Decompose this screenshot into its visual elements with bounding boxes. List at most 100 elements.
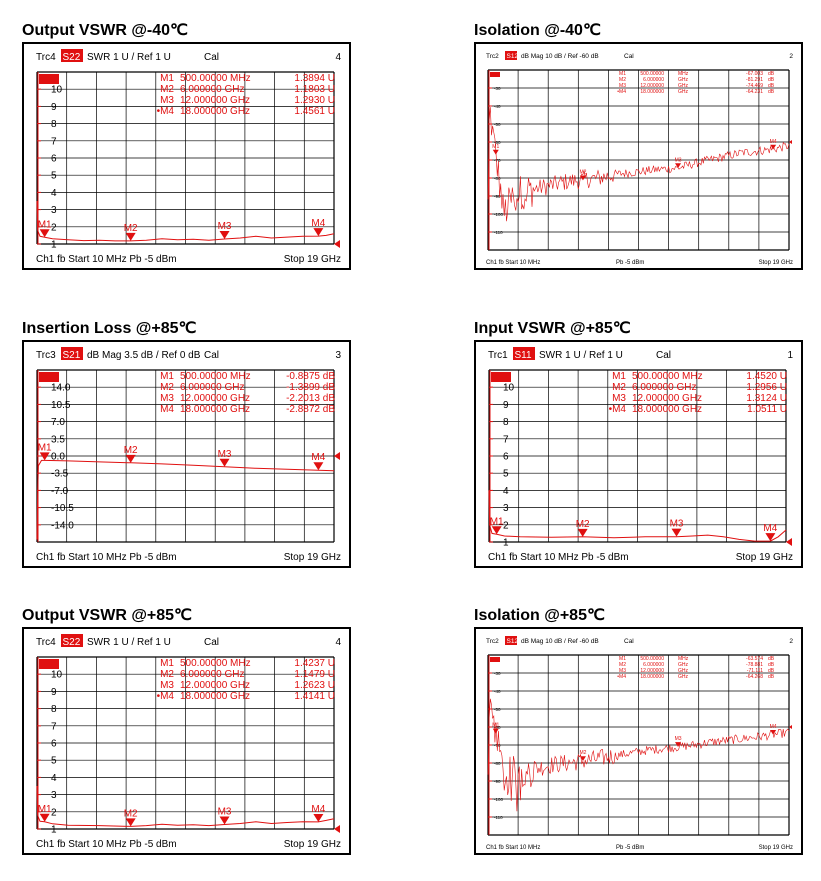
- marker-table-label: M2: [160, 84, 174, 95]
- marker-table-value: -64.231: [746, 89, 763, 95]
- vna-plot: Trc2 S12 dB Mag 10 dB / Ref -60 dB Cal 2 -30 -…: [486, 51, 793, 266]
- y-tick-label: 7: [51, 136, 57, 147]
- footer-right: Stop 19 GHz: [759, 845, 793, 851]
- y-tick-label: 2: [503, 520, 509, 531]
- marker-label: M3: [670, 519, 684, 530]
- marker-label: M3: [218, 221, 232, 232]
- param-label: S22: [63, 52, 81, 63]
- marker-triangle: [313, 462, 324, 471]
- marker-table-value: 1.1479 U: [294, 669, 335, 680]
- marker-table-unit: GHz: [678, 668, 689, 674]
- marker-label: M1: [492, 723, 499, 729]
- marker-table-label: M3: [619, 668, 626, 674]
- marker-table-value: 1.4520 U: [746, 371, 787, 382]
- y-tick-label: 6: [51, 154, 57, 165]
- trace-line: [487, 698, 790, 812]
- marker-triangle: [770, 729, 777, 735]
- marker-label: M3: [675, 736, 682, 742]
- param-label: S12: [507, 53, 519, 60]
- ref-level-arrow: [334, 825, 340, 833]
- y-tick-label: 5: [51, 171, 57, 182]
- chart-title: Output VSWR @-40℃: [22, 22, 189, 39]
- ref-level-arrow: [786, 538, 792, 546]
- y-tick-label: 3: [503, 503, 509, 514]
- marker-triangle: [675, 742, 682, 747]
- y-tick-label: 7.0: [51, 417, 65, 428]
- marker-table-vunit: dB: [768, 656, 775, 662]
- chart-panel-output-vswr-m40: Output VSWR @-40℃ Trc4 S22 SWR 1 U / Ref 1…: [22, 20, 357, 270]
- cal-label: Cal: [624, 638, 634, 645]
- marker-table-vunit: dB: [768, 77, 775, 83]
- trace-number: 2: [789, 638, 793, 645]
- marker-table-value: 1.2956 U: [746, 382, 787, 393]
- marker-table-vunit: dB: [768, 662, 775, 668]
- marker-table-label: M2: [612, 382, 626, 393]
- marker-triangle: [313, 228, 324, 237]
- marker-label: M4: [311, 452, 325, 463]
- marker-table-label: M3: [619, 83, 626, 89]
- marker-table-freq: 500.00000 MHz: [180, 73, 251, 84]
- y-tick-label: -40: [494, 104, 501, 109]
- marker-table-label: •M4: [617, 674, 626, 680]
- marker-table-value: -81.291: [746, 77, 763, 83]
- marker-table-freq: 18.000000: [640, 674, 664, 680]
- marker-table-unit: MHz: [678, 71, 689, 77]
- marker-triangle: [577, 528, 588, 537]
- marker-table-value: -67.003: [746, 71, 763, 77]
- marker-table-value: -2.8872 dB: [286, 404, 335, 415]
- marker-table-freq: 500.00000 MHz: [180, 658, 251, 669]
- marker-table-value: -71.111: [747, 668, 763, 674]
- y-tick-label: 2: [51, 807, 57, 818]
- footer-right: Stop 19 GHz: [284, 254, 341, 265]
- format-label: SWR 1 U / Ref 1 U: [539, 350, 623, 361]
- marker-triangle: [675, 163, 682, 169]
- y-tick-label: 4: [503, 486, 509, 497]
- grid-param-badge: [490, 657, 500, 662]
- marker-table-vunit: dB: [768, 668, 775, 674]
- marker-table-freq: 6.000000: [643, 662, 664, 668]
- marker-label: M3: [218, 449, 232, 460]
- marker-table-label: •M4: [157, 691, 175, 702]
- marker-table-value: -78.881: [746, 662, 763, 668]
- footer-left: Ch1 fb Start 10 MHz Pb -5 dBm: [488, 552, 629, 563]
- marker-triangle: [492, 728, 499, 734]
- vna-plot: Trc4 S22 SWR 1 U / Ref 1 U Cal 4 10 9 8 7 6 5 4 3 2 1 M…: [36, 49, 341, 265]
- chart-panel-isolation-p85: Isolation @+85℃ Trc2 S12 dB Mag 10 dB / Re…: [474, 605, 809, 855]
- marker-label: M2: [579, 750, 586, 756]
- y-tick-label: -110: [494, 230, 503, 235]
- format-label: dB Mag 10 dB / Ref -60 dB: [521, 638, 599, 645]
- marker-table-unit: GHz: [678, 662, 689, 668]
- y-tick-label: -100: [494, 212, 504, 217]
- param-badge: [61, 347, 83, 360]
- y-tick-label: 6: [51, 739, 57, 750]
- chart-title: Isolation @-40℃: [474, 22, 601, 39]
- marker-table-freq: 18.000000 GHz: [180, 404, 250, 415]
- marker-table-freq: 18.000000: [640, 89, 664, 95]
- trace-line: [36, 785, 335, 827]
- trace-number: 2: [789, 53, 793, 60]
- marker-label: M4: [311, 804, 325, 815]
- y-tick-label: -100: [494, 797, 504, 802]
- y-tick-label: 6: [503, 452, 509, 463]
- chart-frame: Trc3 S21 dB Mag 3.5 dB / Ref 0 dB Cal 3 14.0 1…: [22, 340, 351, 568]
- y-tick-label: 10.5: [51, 400, 71, 411]
- marker-label: M2: [124, 445, 138, 456]
- marker-table-unit: MHz: [678, 656, 689, 662]
- param-label: S11: [515, 350, 532, 361]
- y-tick-label: -50: [494, 122, 501, 127]
- marker-table-label: M3: [160, 680, 174, 691]
- marker-triangle: [219, 816, 230, 825]
- chart-title: Isolation @+85℃: [474, 607, 605, 624]
- y-tick-label: -30: [494, 86, 501, 91]
- vna-plot: Trc3 S21 dB Mag 3.5 dB / Ref 0 dB Cal 3 14.0 1…: [36, 347, 341, 563]
- marker-table-label: •M4: [617, 89, 626, 95]
- trace-line: [487, 107, 790, 222]
- y-tick-label: 9: [51, 687, 57, 698]
- y-tick-label: -60: [494, 140, 501, 145]
- chart-panel-insertion-loss-p85: Insertion Loss @+85℃ Trc3 S21 dB Mag 3.5 d…: [22, 318, 357, 568]
- marker-table-vunit: dB: [768, 674, 775, 680]
- marker-table-freq: 500.00000 MHz: [632, 371, 703, 382]
- marker-table-value: 1.4237 U: [294, 658, 335, 669]
- y-tick-label: 10: [51, 85, 63, 96]
- y-tick-label: 2: [51, 222, 57, 233]
